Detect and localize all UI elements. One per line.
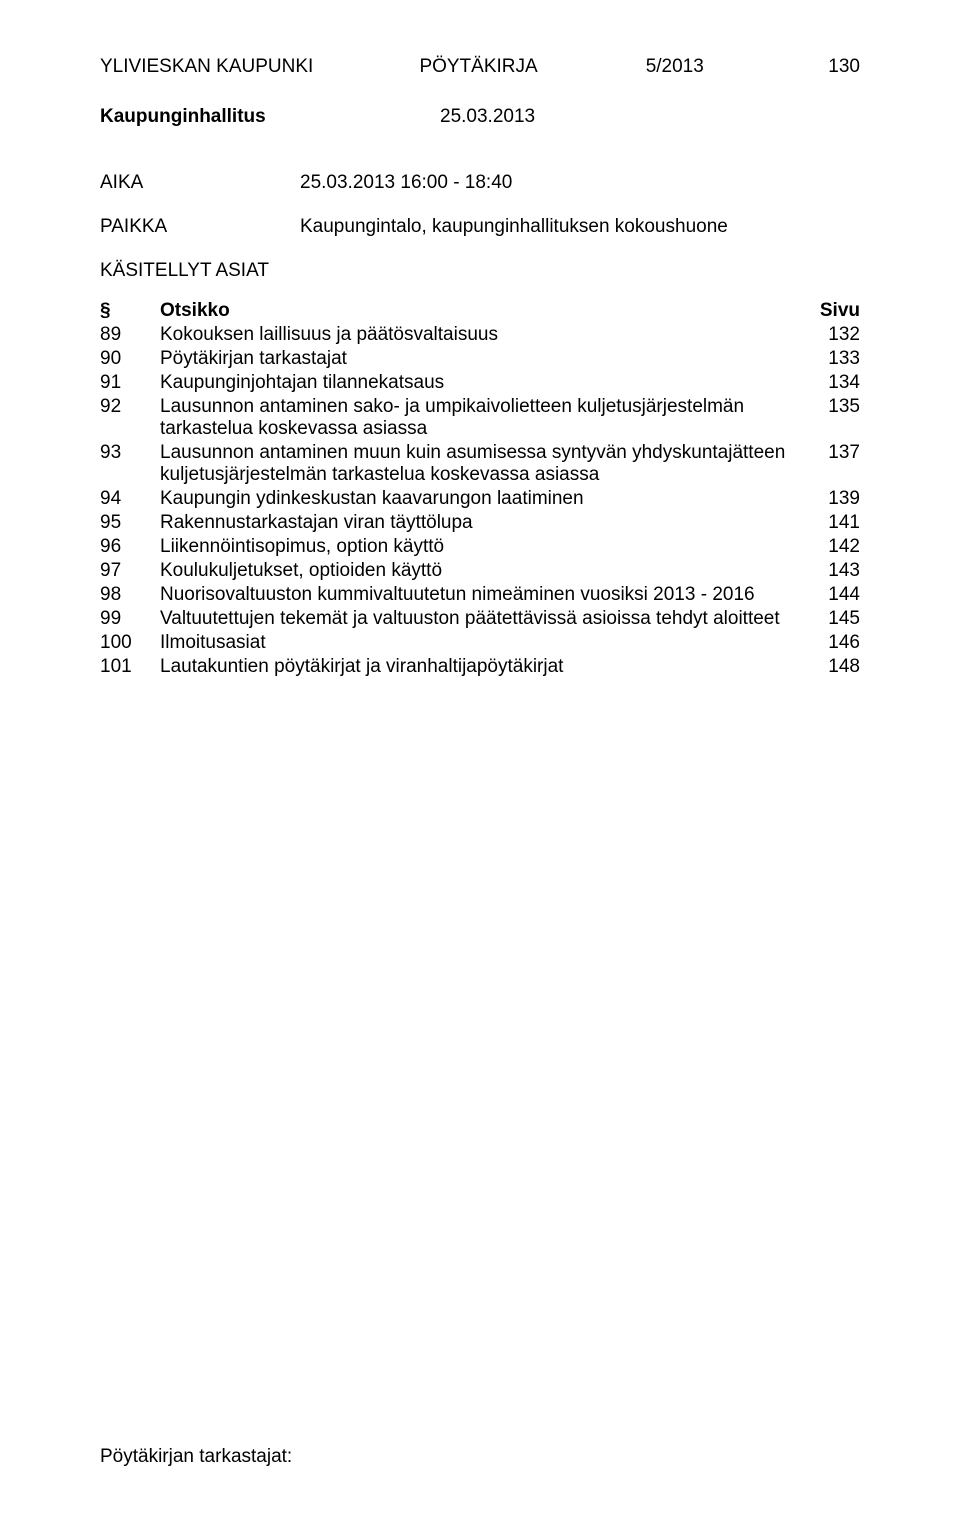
time-label: AIKA [100,172,300,194]
agenda-row: 93Lausunnon antaminen muun kuin asumises… [100,442,860,488]
agenda-col-page: Sivu [800,300,860,324]
agenda-item-title: Lausunnon antaminen sako- ja umpikaivoli… [160,396,800,442]
agenda-item-title: Nuorisovaltuuston kummivaltuutetun nimeä… [160,584,800,608]
subheader-row: Kaupunginhallitus 25.03.2013 [100,106,860,128]
agenda-item-title: Lautakuntien pöytäkirjat ja viranhaltija… [160,656,800,680]
footer-text: Pöytäkirjan tarkastajat: [100,1446,292,1468]
agenda-row: 100Ilmoitusasiat146 [100,632,860,656]
agenda-item-page: 144 [800,584,860,608]
agenda-item-title: Kaupunginjohtajan tilannekatsaus [160,372,800,396]
document-type: PÖYTÄKIRJA [419,56,537,78]
agenda-item-page: 145 [800,608,860,632]
agenda-item-number: 100 [100,632,160,656]
agenda-item-number: 97 [100,560,160,584]
document-number: 5/2013 [644,56,704,78]
agenda-item-number: 93 [100,442,160,488]
agenda-item-title: Lausunnon antaminen muun kuin asumisessa… [160,442,800,488]
agenda-row: 89Kokouksen laillisuus ja päätösvaltaisu… [100,324,860,348]
agenda-item-page: 141 [800,512,860,536]
agenda-row: 97Koulukuljetukset, optioiden käyttö143 [100,560,860,584]
agenda-item-page: 148 [800,656,860,680]
meeting-date: 25.03.2013 [440,106,535,128]
agenda-row: 92Lausunnon antaminen sako- ja umpikaivo… [100,396,860,442]
agenda-header-row: § Otsikko Sivu [100,300,860,324]
agenda-item-page: 139 [800,488,860,512]
agenda-row: 91Kaupunginjohtajan tilannekatsaus134 [100,372,860,396]
agenda-item-title: Koulukuljetukset, optioiden käyttö [160,560,800,584]
agenda-item-number: 95 [100,512,160,536]
agenda-item-number: 89 [100,324,160,348]
agenda-item-number: 101 [100,656,160,680]
agenda-item-number: 99 [100,608,160,632]
header-row: YLIVIESKAN KAUPUNKI PÖYTÄKIRJA 5/2013 13… [100,56,860,78]
agenda-item-page: 146 [800,632,860,656]
place-label: PAIKKA [100,216,300,238]
agenda-item-title: Ilmoitusasiat [160,632,800,656]
agenda-row: 98Nuorisovaltuuston kummivaltuutetun nim… [100,584,860,608]
agenda-col-section: § [100,300,160,324]
org-name: YLIVIESKAN KAUPUNKI [100,56,313,78]
agenda-row: 90Pöytäkirjan tarkastajat133 [100,348,860,372]
agenda-item-number: 91 [100,372,160,396]
page-number: 130 [810,56,860,78]
meeting-body: Kaupunginhallitus [100,106,440,128]
agenda-item-page: 142 [800,536,860,560]
agenda-table: § Otsikko Sivu 89Kokouksen laillisuus ja… [100,300,860,680]
place-value: Kaupungintalo, kaupunginhallituksen koko… [300,216,860,238]
agenda-section-title: KÄSITELLYT ASIAT [100,260,860,282]
agenda-item-title: Pöytäkirjan tarkastajat [160,348,800,372]
agenda-item-number: 94 [100,488,160,512]
agenda-item-title: Valtuutettujen tekemät ja valtuuston pää… [160,608,800,632]
agenda-item-page: 132 [800,324,860,348]
agenda-row: 99Valtuutettujen tekemät ja valtuuston p… [100,608,860,632]
agenda-item-page: 134 [800,372,860,396]
agenda-item-title: Rakennustarkastajan viran täyttölupa [160,512,800,536]
agenda-item-number: 92 [100,396,160,442]
agenda-item-page: 137 [800,442,860,488]
time-value: 25.03.2013 16:00 - 18:40 [300,172,860,194]
agenda-row: 94Kaupungin ydinkeskustan kaavarungon la… [100,488,860,512]
agenda-item-title: Kokouksen laillisuus ja päätösvaltaisuus [160,324,800,348]
agenda-item-page: 143 [800,560,860,584]
agenda-item-page: 135 [800,396,860,442]
agenda-item-number: 90 [100,348,160,372]
agenda-row: 95Rakennustarkastajan viran täyttölupa14… [100,512,860,536]
agenda-item-number: 96 [100,536,160,560]
time-row: AIKA 25.03.2013 16:00 - 18:40 [100,172,860,194]
agenda-row: 96Liikennöintisopimus, option käyttö142 [100,536,860,560]
agenda-item-title: Liikennöintisopimus, option käyttö [160,536,800,560]
agenda-item-title: Kaupungin ydinkeskustan kaavarungon laat… [160,488,800,512]
page-root: YLIVIESKAN KAUPUNKI PÖYTÄKIRJA 5/2013 13… [0,0,960,1518]
agenda-col-title: Otsikko [160,300,800,324]
agenda-item-number: 98 [100,584,160,608]
place-row: PAIKKA Kaupungintalo, kaupunginhallituks… [100,216,860,238]
agenda-row: 101Lautakuntien pöytäkirjat ja viranhalt… [100,656,860,680]
agenda-item-page: 133 [800,348,860,372]
